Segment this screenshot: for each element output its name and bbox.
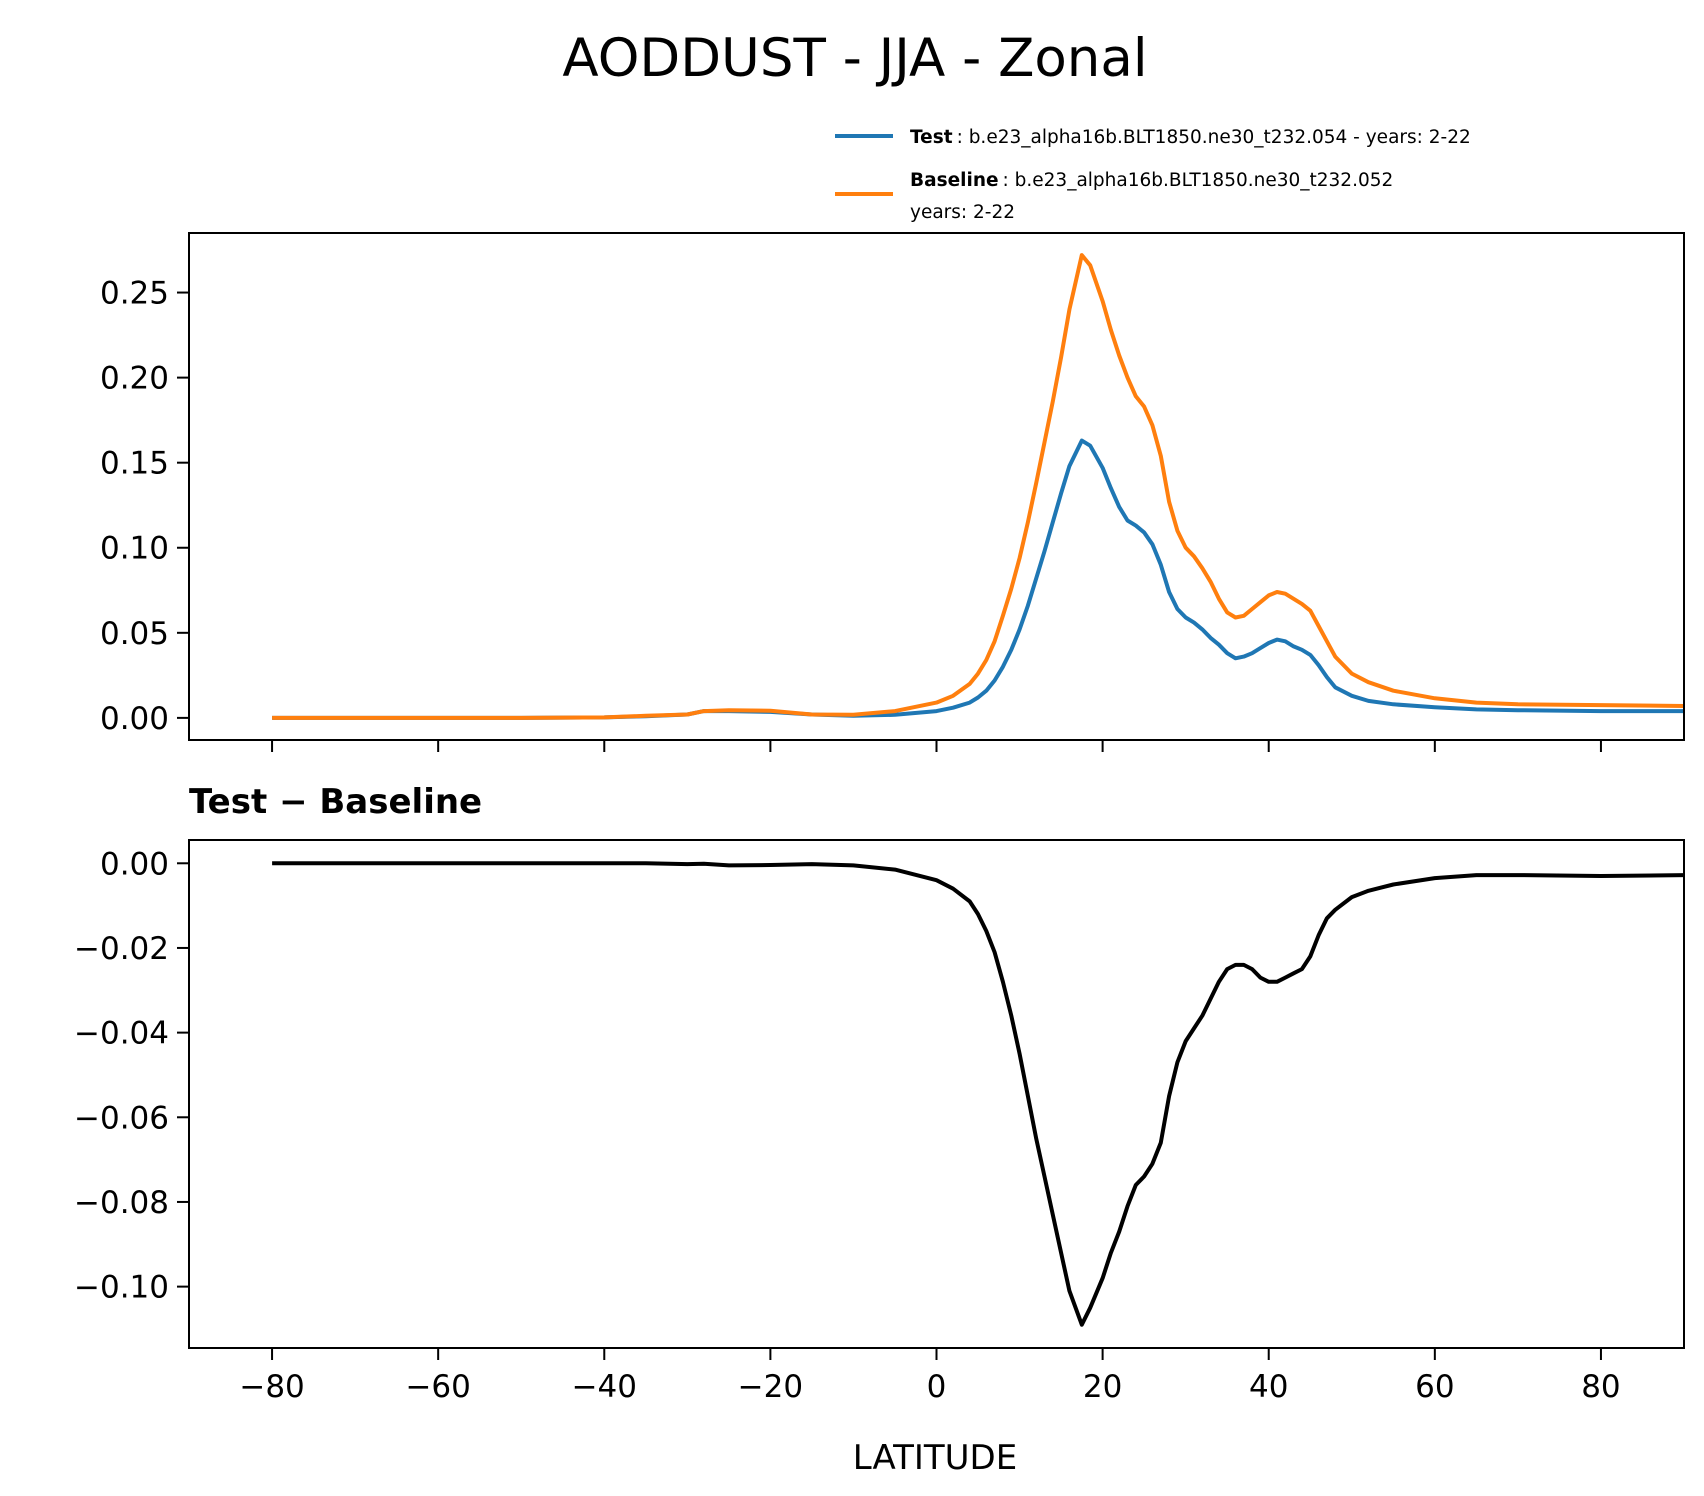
top-y-tick-label: 0.20 [100, 361, 169, 397]
legend-test-name: Test [910, 127, 953, 148]
top-y-tick-label: 0.10 [100, 531, 169, 567]
top-panel: 0.00 0.05 0.10 0.15 0.20 0.25 [100, 232, 1685, 752]
svg-text:Baseline: b.e23_alpha16b.BLT18: Baseline: b.e23_alpha16b.BLT1850.ne30_t2… [910, 170, 1393, 191]
bottom-panel-title: Test − Baseline [189, 782, 482, 822]
bottom-x-tick-label: 80 [1581, 1369, 1620, 1405]
bottom-x-tick-label: −20 [738, 1369, 803, 1405]
top-axes-frame [188, 232, 1685, 741]
bottom-axes-frame [188, 839, 1685, 1349]
bottom-x-tick-label: 60 [1415, 1369, 1454, 1405]
top-y-tick-label: 0.15 [100, 446, 169, 482]
top-y-tick-label: 0.25 [100, 276, 169, 312]
legend-baseline-detail: : b.e23_alpha16b.BLT1850.ne30_t232.052 [1003, 170, 1394, 191]
bottom-y-tick-label: −0.04 [74, 1016, 169, 1052]
bottom-y-tick-label: 0.00 [100, 846, 169, 882]
legend-test-detail: : b.e23_alpha16b.BLT1850.ne30_t232.054 -… [957, 127, 1471, 148]
top-y-tick-label: 0.05 [100, 616, 169, 652]
bottom-y-tick-label: −0.08 [74, 1185, 169, 1221]
bottom-y-tick-label: −0.06 [74, 1100, 169, 1136]
bottom-x-tick-label: 20 [1083, 1369, 1122, 1405]
top-y-tick-label: 0.00 [100, 701, 169, 737]
legend-baseline-detail-line2: years: 2-22 [910, 202, 1015, 223]
legend-baseline-name: Baseline [910, 170, 999, 191]
svg-text:Test: b.e23_alpha16b.BLT1850.n: Test: b.e23_alpha16b.BLT1850.ne30_t232.0… [910, 127, 1471, 148]
bottom-x-tick-label: −40 [572, 1369, 637, 1405]
top-series-line-baseline [272, 253, 1685, 720]
figure-title: AODDUST - JJA - Zonal [562, 28, 1147, 89]
bottom-x-tick-label: −60 [405, 1369, 470, 1405]
legend: Test: b.e23_alpha16b.BLT1850.ne30_t232.0… [835, 127, 1471, 223]
bottom-x-tick-label: 0 [927, 1369, 947, 1405]
bottom-series-line-difference [272, 861, 1685, 1327]
bottom-y-tick-label: −0.10 [74, 1270, 169, 1306]
bottom-panel: −80 −60 −40 −20 0 20 40 60 80 0.00 −0.02 −0.04 −0.06… [74, 839, 1685, 1405]
bottom-x-tick-label: 40 [1249, 1369, 1288, 1405]
x-axis-label: LATITUDE [853, 1438, 1017, 1478]
bottom-x-tick-label: −80 [239, 1369, 304, 1405]
bottom-y-tick-label: −0.02 [74, 931, 169, 967]
